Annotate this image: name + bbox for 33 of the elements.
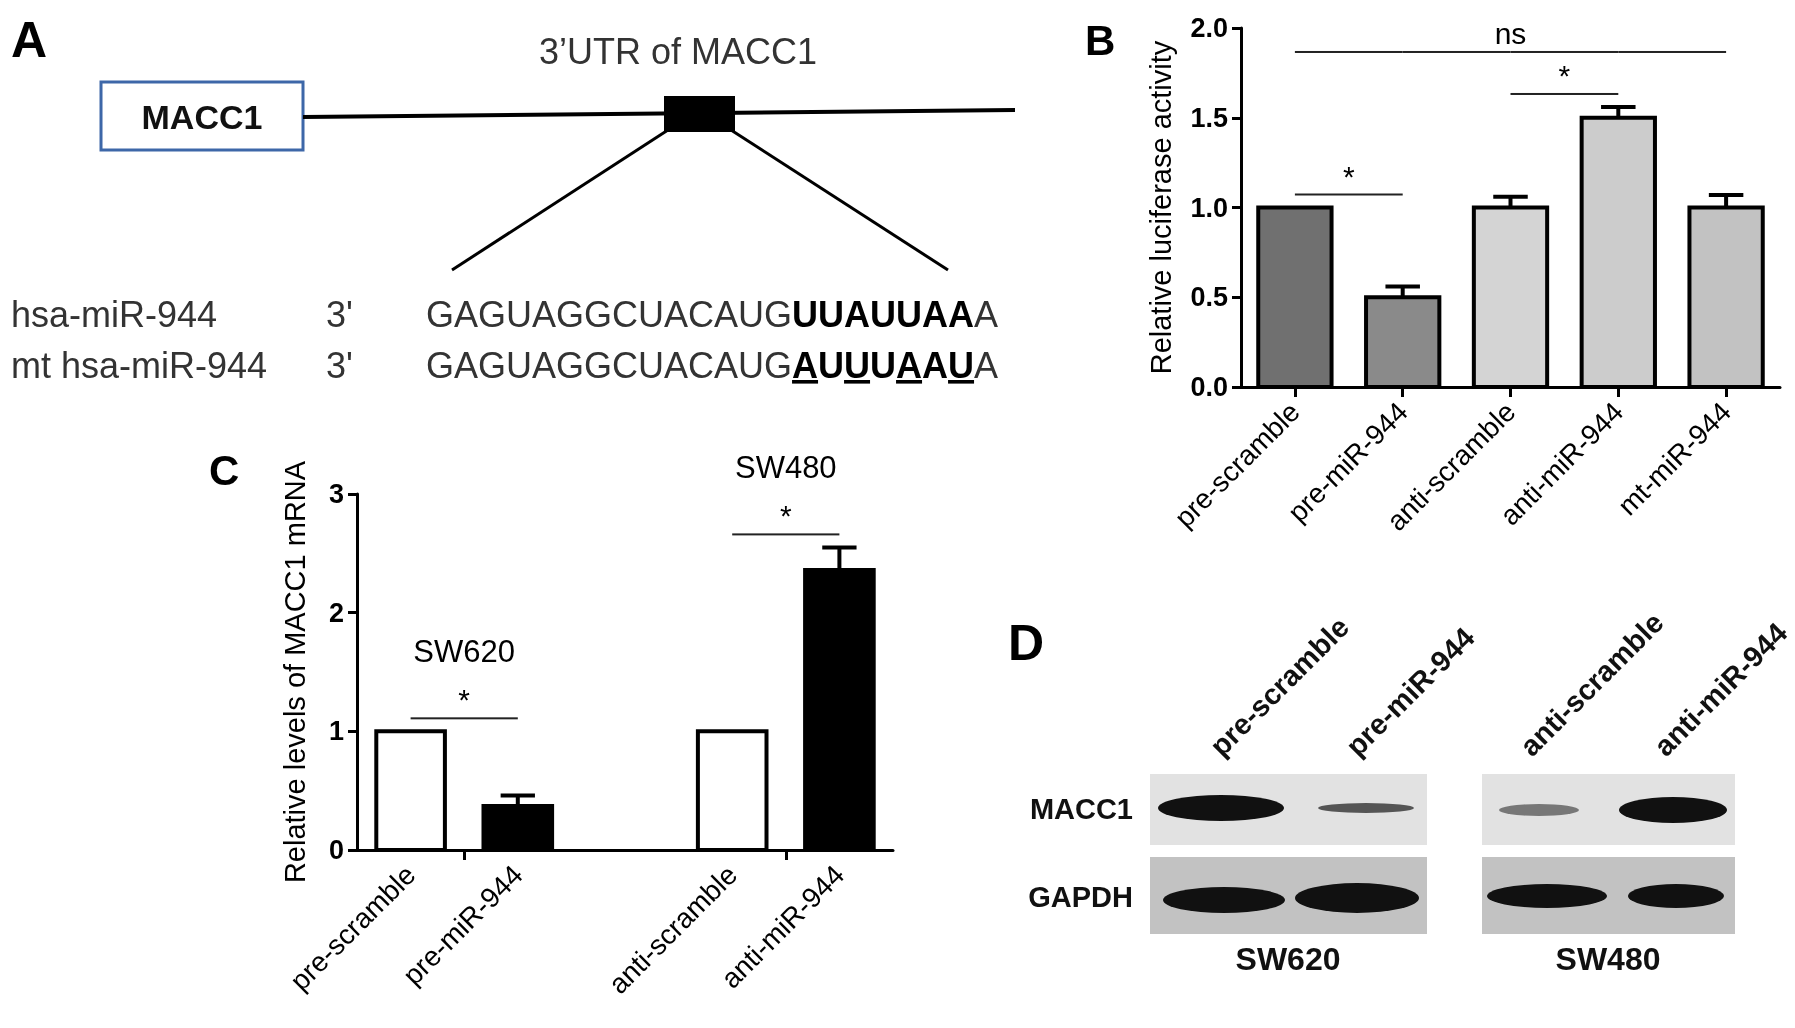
text: hsa-miR-944 <box>11 294 218 335</box>
text: C <box>209 447 240 494</box>
annotation: SW620 <box>413 634 516 670</box>
text: A <box>11 12 48 68</box>
text: SW480 <box>734 450 837 486</box>
text: D <box>1008 615 1045 671</box>
text: SW480 <box>1555 941 1661 977</box>
text: 3' <box>326 345 353 386</box>
y-tick-label: 0.0 <box>1190 372 1228 402</box>
text: mt hsa-miR-944 <box>11 345 268 386</box>
annotation: * <box>1558 58 1571 92</box>
text: GAGUAGGCUACAUGUUAUUAAA <box>426 294 999 335</box>
y-tick-label: 2 <box>328 597 344 628</box>
y-tick-label: 3 <box>328 479 344 509</box>
text: MACC1 <box>1029 793 1133 825</box>
text: SW620 <box>1235 941 1341 977</box>
annotation: * <box>458 683 471 717</box>
text: MACC1 <box>141 98 263 136</box>
y-tick-label: 1 <box>328 716 344 747</box>
text: B <box>1085 17 1116 64</box>
y-tick-label: 0 <box>328 835 344 865</box>
text: 3' <box>326 294 353 335</box>
y-tick-label: 2.0 <box>1190 13 1228 43</box>
y-tick-label: 1.0 <box>1190 192 1228 223</box>
y-tick-label: 0.5 <box>1190 282 1228 313</box>
annotation: ns <box>1494 16 1527 50</box>
text: GAGUAGGCUACAUGAUUUAAUA <box>426 345 999 386</box>
y-axis-title: Relative luciferase activity <box>1144 40 1177 375</box>
annotation: * <box>1342 159 1355 193</box>
y-tick-label: 1.5 <box>1190 102 1228 133</box>
text: 3’UTR of MACC1 <box>538 31 818 72</box>
annotation: * <box>779 499 792 533</box>
text: GAPDH <box>1028 881 1133 913</box>
